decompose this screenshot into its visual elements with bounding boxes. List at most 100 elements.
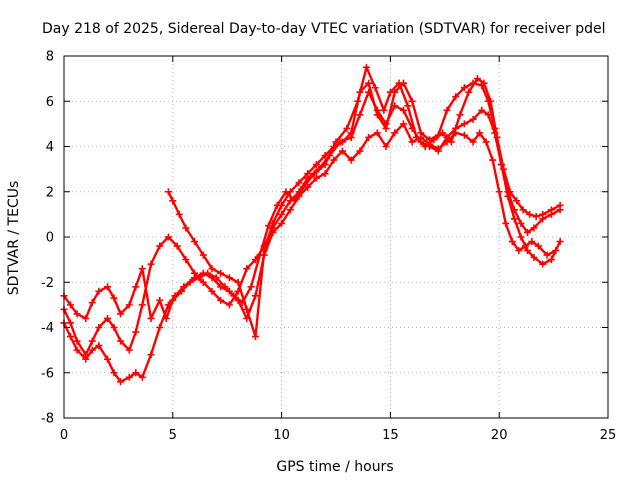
- data-point: [391, 88, 399, 96]
- data-point: [251, 256, 259, 264]
- data-point: [408, 138, 416, 146]
- data-point: [443, 138, 451, 146]
- data-point: [443, 106, 451, 114]
- data-point: [347, 129, 355, 137]
- data-point: [339, 138, 347, 146]
- data-point: [243, 305, 251, 313]
- data-point: [330, 143, 338, 150]
- data-point: [73, 346, 81, 354]
- data-point: [243, 265, 251, 273]
- data-point: [504, 192, 512, 200]
- data-point: [380, 106, 388, 114]
- data-point: [465, 88, 473, 96]
- data-point: [534, 242, 542, 250]
- data-point: [67, 301, 75, 309]
- y-tick-label: 4: [46, 140, 54, 155]
- data-point: [125, 346, 133, 354]
- data-point: [125, 373, 133, 381]
- y-tick-label: 0: [46, 231, 54, 246]
- series-line: [62, 90, 562, 356]
- data-point: [88, 346, 96, 354]
- y-tick-label: 2: [46, 185, 54, 200]
- data-point: [513, 197, 521, 205]
- data-point: [556, 206, 564, 214]
- data-point: [365, 133, 373, 141]
- series-line: [62, 122, 557, 383]
- y-tick-label: -2: [41, 276, 54, 291]
- data-point: [138, 265, 146, 273]
- data-point: [82, 355, 90, 363]
- data-point: [489, 156, 497, 164]
- data-point: [530, 253, 538, 261]
- data-point: [247, 283, 255, 291]
- data-point: [519, 206, 527, 214]
- data-point: [125, 301, 133, 309]
- data-point: [312, 174, 320, 182]
- data-point: [199, 269, 207, 277]
- data-point: [208, 265, 216, 273]
- data-point: [517, 233, 525, 241]
- data-point: [110, 369, 118, 377]
- data-point: [532, 213, 540, 221]
- data-point: [460, 120, 468, 128]
- data-point: [217, 283, 225, 291]
- series-line: [62, 66, 562, 320]
- data-point: [356, 88, 364, 96]
- data-point: [502, 219, 510, 227]
- data-point: [382, 143, 390, 150]
- data-point: [164, 188, 172, 196]
- data-point: [269, 219, 277, 227]
- x-tick-label: 15: [382, 428, 399, 443]
- data-point: [356, 147, 364, 155]
- data-point: [515, 247, 523, 255]
- y-tick-label: 6: [46, 95, 54, 110]
- data-point: [391, 129, 399, 137]
- y-tick-label: -8: [41, 412, 54, 427]
- data-point: [265, 222, 273, 230]
- data-point: [164, 301, 172, 309]
- chart-title: Day 218 of 2025, Sidereal Day-to-day VTE…: [42, 21, 606, 37]
- data-point: [104, 355, 112, 363]
- data-point: [234, 296, 242, 304]
- data-point: [452, 129, 460, 137]
- data-point: [371, 84, 379, 92]
- data-point: [132, 283, 140, 291]
- data-point: [295, 179, 303, 187]
- data-point: [173, 242, 181, 250]
- data-point: [67, 319, 75, 327]
- data-point: [199, 251, 207, 259]
- data-point: [164, 233, 172, 241]
- data-point: [251, 292, 259, 300]
- data-point: [373, 111, 381, 119]
- data-point: [147, 260, 155, 268]
- data-point: [312, 161, 320, 169]
- data-point: [456, 111, 464, 119]
- data-point: [82, 314, 90, 322]
- data-point: [547, 210, 555, 218]
- ticks: 0 5 10 15 20 25 -8 -6 -4 -2 0 2 4 6 8: [41, 50, 616, 444]
- data-point: [138, 373, 146, 381]
- data-point: [321, 152, 329, 160]
- data-point: [295, 192, 303, 200]
- data-point: [88, 337, 96, 345]
- series-trace-4: [164, 79, 564, 341]
- data-point: [117, 310, 125, 318]
- series-line: [167, 81, 562, 338]
- data-point: [278, 219, 286, 227]
- data-point: [404, 102, 412, 110]
- data-point: [225, 287, 233, 295]
- data-point: [399, 106, 407, 114]
- data-point: [510, 215, 518, 223]
- data-point: [110, 294, 118, 302]
- data-point: [95, 324, 103, 331]
- data-point: [67, 333, 75, 341]
- data-point: [547, 256, 555, 264]
- data-point: [382, 124, 390, 132]
- data-point: [251, 333, 259, 341]
- series-trace-3: [60, 120, 560, 386]
- data-point: [347, 156, 355, 164]
- data-point: [478, 81, 486, 89]
- data-point: [217, 296, 225, 304]
- data-point: [362, 63, 370, 71]
